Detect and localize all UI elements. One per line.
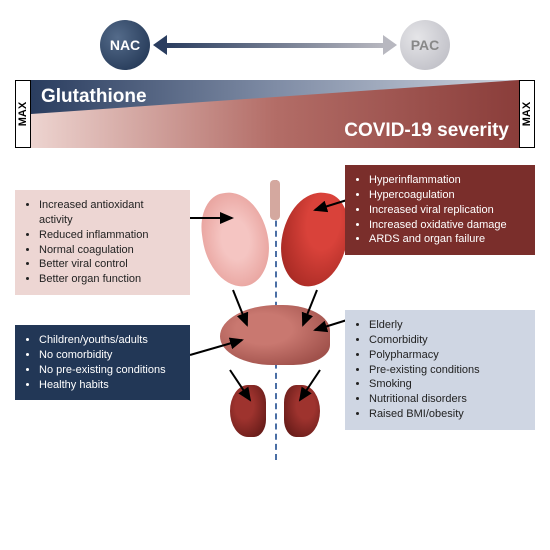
max-left-label: MAX: [15, 80, 31, 148]
box-healthy: Children/youths/adults No comorbidity No…: [15, 325, 190, 400]
list-item: Pre-existing conditions: [369, 363, 525, 378]
triangle-wrap: Glutathione COVID-19 severity: [31, 80, 519, 148]
box-risk-factors: Elderly Comorbidity Polypharmacy Pre-exi…: [345, 310, 535, 430]
lung-left-icon: [197, 188, 275, 291]
list-item: Smoking: [369, 377, 525, 392]
organ-column: [195, 180, 355, 460]
list-item: Better viral control: [39, 257, 180, 272]
list-item: Increased antioxidant activity: [39, 198, 180, 228]
kidney-right-icon: [284, 385, 320, 437]
list-hyper: Hyperinflammation Hypercoagulation Incre…: [369, 173, 525, 247]
nac-pac-arrow: NAC PAC: [30, 15, 520, 75]
list-item: Normal coagulation: [39, 243, 180, 258]
list-healthy: Children/youths/adults No comorbidity No…: [39, 333, 180, 392]
list-item: Children/youths/adults: [39, 333, 180, 348]
list-item: Reduced inflammation: [39, 228, 180, 243]
list-item: ARDS and organ failure: [369, 232, 525, 247]
nac-circle: NAC: [100, 20, 150, 70]
list-item: Better organ function: [39, 272, 180, 287]
pac-circle: PAC: [400, 20, 450, 70]
box-antioxidant: Increased antioxidant activity Reduced i…: [15, 190, 190, 295]
box-hyperinflammation: Hyperinflammation Hypercoagulation Incre…: [345, 165, 535, 255]
list-item: Elderly: [369, 318, 525, 333]
list-item: Nutritional disorders: [369, 392, 525, 407]
list-risk: Elderly Comorbidity Polypharmacy Pre-exi…: [369, 318, 525, 422]
list-antioxidant: Increased antioxidant activity Reduced i…: [39, 198, 180, 287]
max-right-label: MAX: [519, 80, 535, 148]
trachea-icon: [270, 180, 280, 220]
list-item: Hyperinflammation: [369, 173, 525, 188]
list-item: Comorbidity: [369, 333, 525, 348]
list-item: Increased viral replication: [369, 203, 525, 218]
glutathione-label: Glutathione: [41, 86, 147, 108]
list-item: Raised BMI/obesity: [369, 407, 525, 422]
arrow-right-head: [383, 35, 397, 55]
lung-right-icon: [276, 188, 354, 291]
kidney-left-icon: [230, 385, 266, 437]
gradient-bar: MAX MAX Glutathione COVID-19 severity: [15, 80, 535, 148]
list-item: No pre-existing conditions: [39, 363, 180, 378]
list-item: Increased oxidative damage: [369, 218, 525, 233]
list-item: Healthy habits: [39, 378, 180, 393]
list-item: No comorbidity: [39, 348, 180, 363]
arrow-shaft: [165, 43, 385, 48]
liver-icon: [220, 305, 330, 365]
list-item: Hypercoagulation: [369, 188, 525, 203]
list-item: Polypharmacy: [369, 348, 525, 363]
covid-label: COVID-19 severity: [344, 120, 509, 142]
